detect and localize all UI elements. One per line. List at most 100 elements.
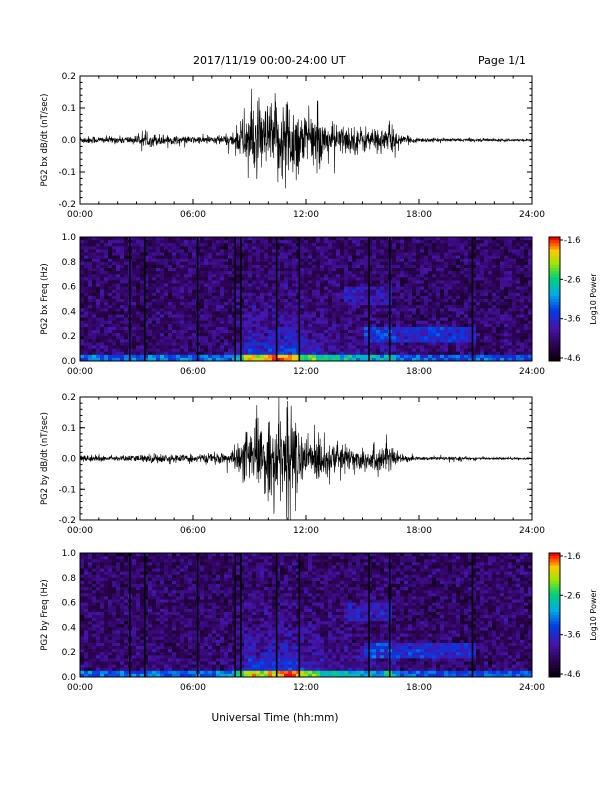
spectrogram-cell [368, 305, 373, 309]
spectrogram-cell [108, 333, 113, 337]
colorbar-label: Log10 Power [589, 273, 598, 325]
spectrogram-cell [296, 308, 301, 312]
spectrogram-cell [212, 243, 217, 247]
spectrogram-cell [100, 246, 105, 250]
spectrogram-cell [160, 289, 165, 294]
spectrogram-cell [372, 280, 377, 284]
spectrogram-cell [416, 326, 421, 331]
spectrogram-cell [352, 302, 357, 306]
spectrogram-cell [168, 264, 173, 269]
spectrogram-cell [428, 351, 433, 356]
spectrogram-cell [500, 246, 505, 250]
spectrogram-cell [320, 323, 325, 328]
spectrogram-cell [328, 286, 333, 291]
spectrogram-cell [232, 317, 237, 322]
spectrogram-cell [308, 289, 313, 294]
spectrogram-cell [136, 320, 141, 325]
spectrogram-cell [272, 277, 277, 281]
spectrogram-cell [236, 308, 241, 312]
spectrogram-cell [344, 311, 349, 315]
spectrogram-cell [300, 252, 305, 256]
spectrogram-cell [524, 292, 529, 297]
spectrogram-cell [96, 308, 101, 312]
spectrogram-cell [404, 348, 409, 353]
spectrogram-cell [288, 345, 293, 349]
spectrogram-cell [464, 280, 469, 284]
spectrogram-cell [328, 255, 333, 260]
spectrogram-cell [372, 336, 377, 340]
spectrogram-cell [488, 339, 493, 343]
spectrogram-cell [176, 274, 181, 278]
spectrogram-cell [344, 330, 349, 334]
panel-1: 0.20.10.0-0.1-0.200:00 06:00 12:00 18:00 24:… [40, 72, 545, 220]
spectrogram-cell [312, 354, 317, 359]
spectrogram-cell [176, 308, 181, 312]
spectrogram-cell [392, 286, 397, 291]
spectrogram-cell [216, 305, 221, 309]
spectrogram-cell [208, 345, 213, 349]
spectrogram-cell [344, 292, 349, 297]
spectrogram-cell [500, 357, 505, 362]
spectrogram-cell [352, 264, 357, 269]
spectrogram-cell [208, 264, 213, 269]
spectrogram-cell [444, 249, 449, 253]
spectrogram-cell [316, 252, 321, 256]
spectrogram-cell [224, 295, 229, 300]
spectrogram-cell [88, 237, 93, 241]
spectrogram-cell [516, 243, 521, 247]
spectrogram-cell [212, 286, 217, 291]
spectrogram-cell [344, 326, 349, 331]
spectrogram-cell [152, 268, 157, 272]
spectrogram-cell [300, 240, 305, 244]
spectrogram-cell [336, 243, 341, 247]
spectrogram-cell [332, 354, 337, 359]
spectrogram-cell [304, 292, 309, 297]
spectrogram-cell [356, 252, 361, 256]
spectrogram-cell [140, 354, 145, 359]
spectrogram-cell [400, 271, 405, 275]
spectrogram-cell [320, 342, 325, 346]
spectrogram-cell [524, 305, 529, 309]
spectrogram-cell [264, 311, 269, 315]
spectrogram-cell [360, 317, 365, 322]
spectrogram-cell [108, 295, 113, 300]
spectrogram-cell [304, 342, 309, 346]
spectrogram-cell [268, 345, 273, 349]
spectrogram-image [80, 237, 533, 362]
spectrogram-cell [296, 354, 301, 359]
spectrogram-cell [508, 295, 513, 300]
spectrogram-cell [268, 277, 273, 281]
spectrogram-cell [92, 280, 97, 284]
y-tick-label: 0.4 [62, 623, 77, 633]
spectrogram-cell [248, 289, 253, 294]
spectrogram-cell [236, 314, 241, 318]
spectrogram-cell [180, 302, 185, 306]
spectrogram-cell [428, 354, 433, 359]
spectrogram-cell [488, 302, 493, 306]
spectrogram-cell [268, 252, 273, 256]
spectrogram-cell [332, 342, 337, 346]
spectrogram-cell [168, 249, 173, 253]
spectrogram-cell [448, 280, 453, 284]
spectrogram-cell [132, 292, 137, 297]
spectrogram-cell [364, 295, 369, 300]
spectrogram-cell [96, 317, 101, 322]
spectrogram-cell [328, 299, 333, 303]
spectrogram-cell [348, 292, 353, 297]
spectrogram-cell [464, 243, 469, 247]
spectrogram-cell [372, 308, 377, 312]
spectrogram-cell [280, 311, 285, 315]
spectrogram-cell [204, 302, 209, 306]
spectrogram-cell [448, 348, 453, 353]
spectrogram-cell [432, 305, 437, 309]
spectrogram-cell [224, 302, 229, 306]
spectrogram-cell [228, 283, 233, 287]
spectrogram-cell [180, 283, 185, 287]
spectrogram-cell [504, 342, 509, 346]
spectrogram-cell [336, 271, 341, 275]
spectrogram-cell [288, 354, 293, 359]
spectrogram-cell [468, 289, 473, 294]
spectrogram-cell [92, 351, 97, 356]
spectrogram-cell [256, 336, 261, 340]
spectrogram-cell [372, 339, 377, 343]
